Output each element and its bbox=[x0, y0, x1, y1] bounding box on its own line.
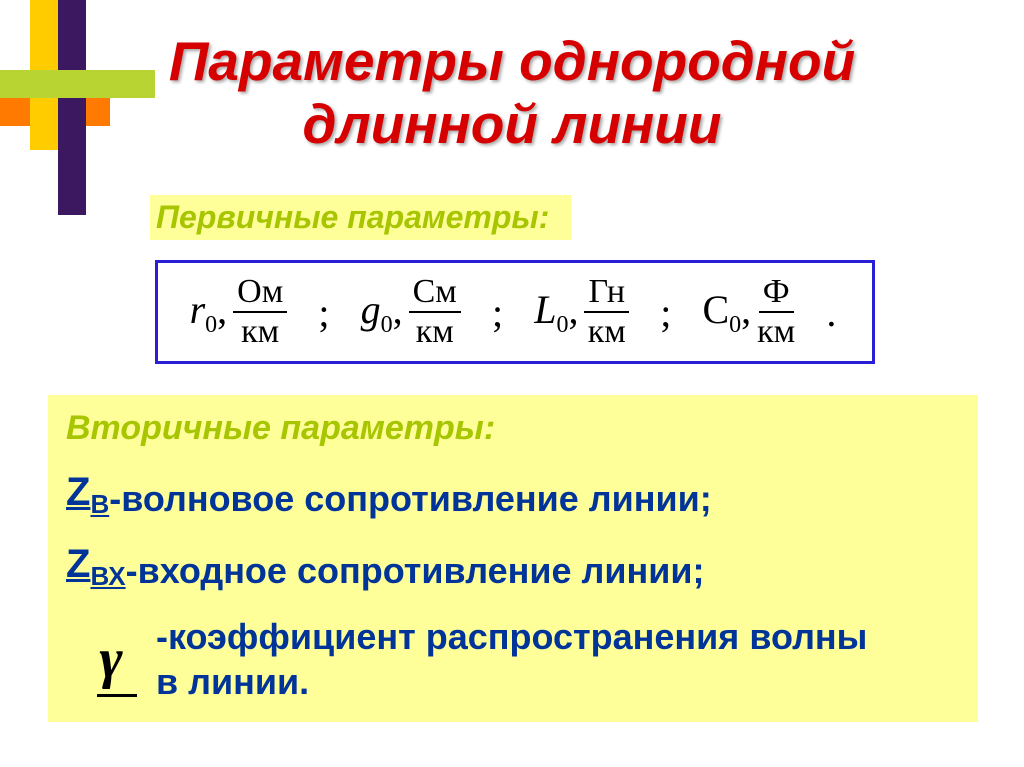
slide-title: Параметры однородной длинной линии bbox=[0, 30, 1024, 157]
z-wave-symbol: ZВ bbox=[66, 470, 109, 520]
primary-params-formula: r0, Омкм ; g0, Смкм ; L0, Гнкм ; C0, Фкм… bbox=[155, 260, 875, 364]
z-wave-text: -волновое сопротивление линии; bbox=[109, 478, 712, 520]
secondary-params-box: Вторичные параметры: ZВ -волновое сопрот… bbox=[48, 395, 978, 722]
z-in-text: -входное сопротивление линии; bbox=[126, 550, 705, 592]
gamma-symbol: γ bbox=[99, 627, 122, 691]
gamma-text: -коэффициент распространения волны в лин… bbox=[156, 614, 867, 704]
param-r0: r0, Омкм bbox=[190, 275, 288, 349]
z-in-row: ZВХ -входное сопротивление линии; bbox=[66, 542, 960, 592]
z-in-symbol: ZВХ bbox=[66, 542, 126, 592]
terminator: . bbox=[822, 289, 840, 336]
title-line-1: Параметры однородной bbox=[169, 30, 855, 92]
param-g0: g0, Смкм bbox=[361, 275, 461, 349]
gamma-symbol-box: γ bbox=[66, 627, 156, 691]
z-wave-row: ZВ -волновое сопротивление линии; bbox=[66, 470, 960, 520]
separator: ; bbox=[656, 289, 675, 336]
separator: ; bbox=[488, 289, 507, 336]
title-line-2: длинной линии bbox=[303, 93, 722, 155]
param-C0: C0, Фкм bbox=[702, 275, 795, 349]
separator: ; bbox=[314, 289, 333, 336]
gamma-row: γ -коэффициент распространения волны в л… bbox=[66, 614, 960, 704]
secondary-params-label: Вторичные параметры: bbox=[66, 409, 960, 448]
primary-params-label: Первичные параметры: bbox=[150, 195, 571, 240]
param-L0: L0, Гнкм bbox=[534, 275, 629, 349]
